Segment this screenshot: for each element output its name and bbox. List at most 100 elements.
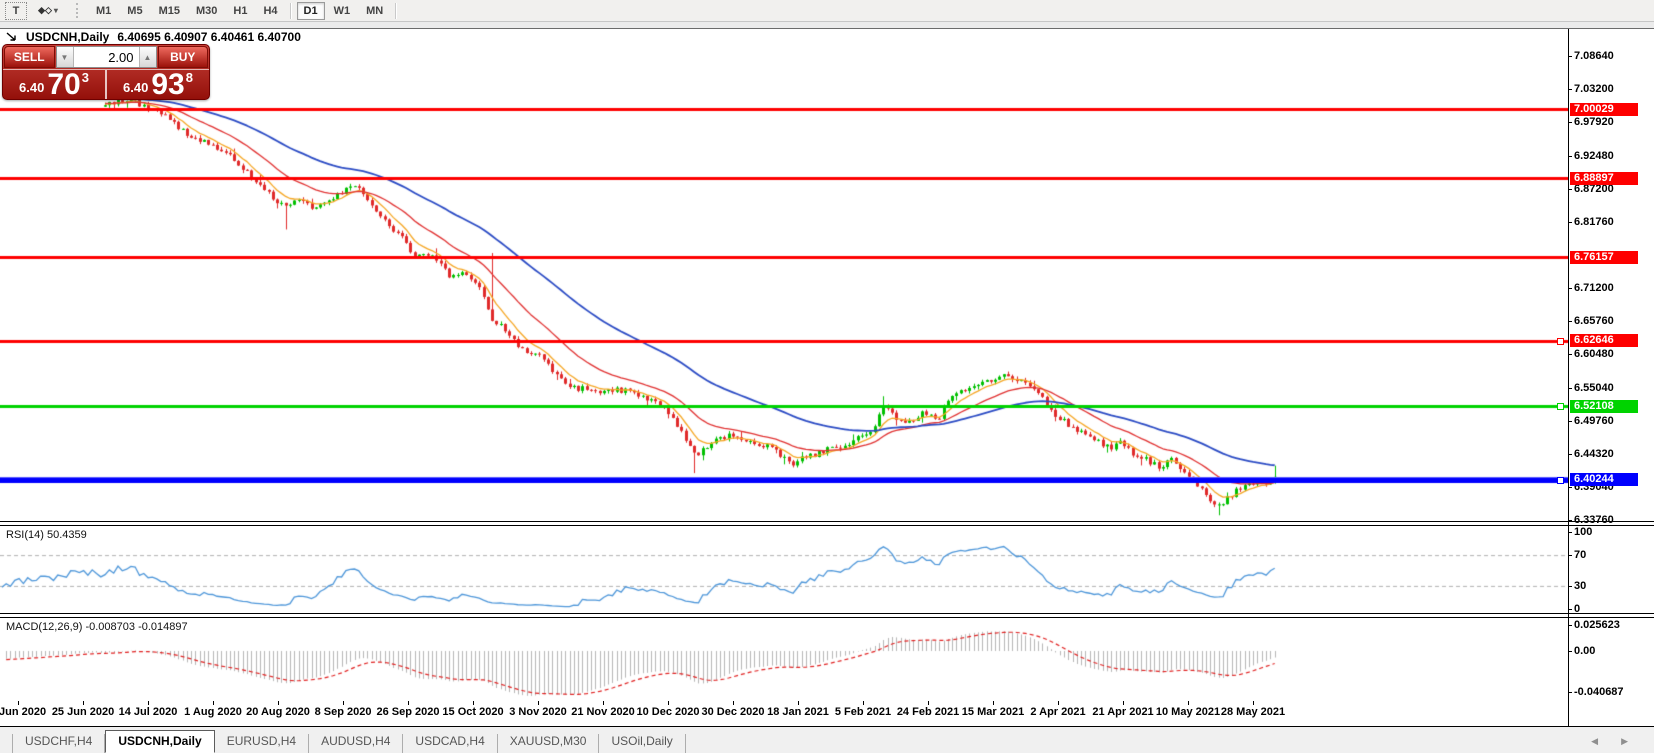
axis-tick [1568,388,1572,389]
rsi-indicator-label: RSI(14) 50.4359 [6,529,87,541]
cursor-tool-button[interactable]: ◆◇ ▾ [29,1,67,21]
toolbar: T ◆◇ ▾ M1 M5 M15 M30 H1 H4 D1 W1 MN [0,0,1654,22]
axis-tick [1568,487,1572,488]
main-chart-canvas[interactable] [0,29,1568,521]
timeframe-button-D1[interactable]: D1 [296,1,325,20]
axis-tick [1568,625,1572,626]
date-axis-label: 15 Oct 2020 [442,706,504,718]
macd-axis-label: 0.00 [1574,645,1596,657]
axis-tick [1568,288,1572,289]
price-axis-label: 6.33760 [1574,514,1614,526]
price-axis-label: 6.87200 [1574,183,1614,195]
timeframe-button-M5[interactable]: M5 [120,2,149,20]
toolbar-separator [289,2,292,19]
price-axis-label: 6.71200 [1574,282,1614,294]
timeframe-button-H1[interactable]: H1 [226,2,254,20]
date-axis-label: 6 Jun 2020 [0,706,47,718]
date-tick [1123,701,1124,705]
price-line-badge: 6.76157 [1570,251,1638,264]
date-tick [993,701,994,705]
axis-tick [1568,609,1572,610]
hline-handle[interactable] [1557,477,1564,484]
timeframe-button-M1[interactable]: M1 [89,2,118,20]
date-tick [798,701,799,705]
chart-scrollbar[interactable] [0,22,1654,35]
price-line-badge: 6.40244 [1570,473,1638,486]
axis-tick [1568,222,1572,223]
date-axis-label: 26 Sep 2020 [376,706,440,718]
sell-price[interactable]: 6.40 70 3 [3,70,105,100]
text-tool-button[interactable]: T [5,1,27,20]
date-tick [863,701,864,705]
price-axis-label: 6.81760 [1574,216,1614,228]
date-tick [148,701,149,705]
pane-splitter[interactable] [0,521,1654,526]
axis-tick [1568,454,1572,455]
chart-tab-USDCHF[interactable]: USDCHF,H4 [12,734,106,753]
date-axis-label: 5 Feb 2021 [834,706,892,718]
chart-symbol-icon [6,31,16,41]
date-tick [1253,701,1254,705]
price-axis-label: 6.44320 [1574,448,1614,460]
date-axis-label: 20 Aug 2020 [246,706,310,718]
axis-tick [1568,555,1572,556]
axis-tick [1568,321,1572,322]
sell-button[interactable]: SELL [4,46,55,68]
volume-increase-button[interactable]: ▲ [138,47,156,67]
date-axis-label: 14 Jul 2020 [118,706,178,718]
timeframe-button-M30[interactable]: M30 [189,2,224,20]
price-line-badge: 6.88897 [1570,172,1638,185]
macd-pane-canvas[interactable] [0,618,1568,701]
volume-decrease-button[interactable]: ▼ [56,47,74,67]
pane-splitter[interactable] [0,613,1654,618]
timeframe-button-M15[interactable]: M15 [152,2,187,20]
date-axis-label: 10 May 2021 [1155,706,1221,718]
chart-tab-USOil[interactable]: USOil,Daily [599,734,686,753]
date-axis-label: 21 Apr 2021 [1092,706,1154,718]
date-axis-label: 1 Aug 2020 [184,706,242,718]
timeframe-button-H4[interactable]: H4 [256,2,284,20]
price-axis-label: 6.60480 [1574,348,1614,360]
buy-price[interactable]: 6.40 93 8 [105,70,209,100]
price-axis-line [1568,29,1569,726]
hline-handle[interactable] [1557,403,1564,410]
hline-handle[interactable] [1557,338,1564,345]
date-axis-label: 24 Feb 2021 [896,706,960,718]
toolbar-grip[interactable] [76,3,82,18]
chart-tab-AUDUSD[interactable]: AUDUSD,H4 [309,734,404,753]
chart-title-symbol: USDCNH,Daily [26,30,110,44]
chart-tab-XAUUSD[interactable]: XAUUSD,M30 [498,734,600,753]
timeframe-button-W1[interactable]: W1 [327,2,358,20]
axis-tick [1568,156,1572,157]
tabs-scroll-right-icon[interactable]: ▶ [1621,736,1628,746]
date-tick [1058,701,1059,705]
chart-tab-USDCAD[interactable]: USDCAD,H4 [403,734,498,753]
price-axis-label: 6.49760 [1574,415,1614,427]
date-axis-label: 3 Nov 2020 [509,706,567,718]
toolbar-separator [395,2,398,19]
chart-tab-USDCNH[interactable]: USDCNH,Daily [105,730,215,753]
price-axis-label: 7.03200 [1574,83,1614,95]
timeframe-bar: M1 M5 M15 M30 H1 H4 D1 W1 MN [88,1,401,20]
buy-button[interactable]: BUY [157,46,208,68]
timeframe-button-MN[interactable]: MN [359,2,390,20]
tabs-scroll-left-icon[interactable]: ◀ [1591,736,1598,746]
date-tick [343,701,344,705]
chart-tabs: USDCHF,H4 USDCNH,Daily EURUSD,H4 AUDUSD,H4 U… [12,730,686,753]
date-tick [928,701,929,705]
axis-tick [1568,354,1572,355]
rsi-pane-canvas[interactable] [0,526,1568,613]
one-click-trading-panel: SELL ▼ ▲ BUY 6.40 70 3 6.40 93 8 [2,44,210,100]
axis-tick [1568,651,1572,652]
date-tick [83,701,84,705]
date-tick [18,701,19,705]
macd-indicator-label: MACD(12,26,9) -0.008703 -0.014897 [6,621,188,633]
chart-tab-EURUSD[interactable]: EURUSD,H4 [215,734,310,753]
date-tick [278,701,279,705]
price-line-badge: 6.52108 [1570,400,1638,413]
volume-input[interactable] [73,47,139,67]
date-axis-label: 21 Nov 2020 [571,706,635,718]
date-axis-label: 2 Apr 2021 [1030,706,1086,718]
date-tick [733,701,734,705]
